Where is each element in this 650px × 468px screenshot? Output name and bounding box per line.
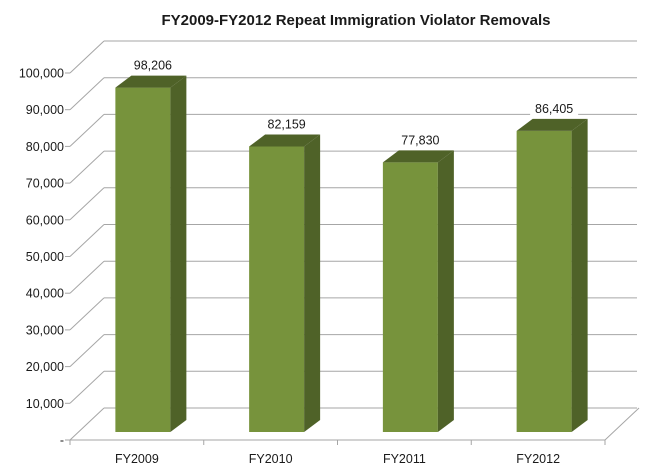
y-tick-label: 100,000 [19,67,64,81]
x-axis-ticks: FY2009 FY2010 FY2011 FY2012 [69,439,606,466]
data-label: 98,206 [128,56,177,74]
data-label: 86,405 [530,99,579,117]
y-tick-label: 80,000 [26,140,64,154]
gridline-diagonal [69,297,105,331]
x-tick-label: FY2012 [516,452,560,466]
data-label-box [396,131,445,149]
bar-side [571,118,588,432]
y-tick-label: 90,000 [26,103,64,117]
bar-top [516,118,588,131]
y-tick-label: 50,000 [26,250,64,264]
y-axis-ticks: - 10,000 20,000 30,000 40,000 50,000 60,000 70,… [19,67,70,448]
data-label-text: 98,206 [134,59,172,73]
bars [115,75,588,433]
data-label-box [530,99,579,117]
gridline-diagonal [69,114,105,147]
gridline-diagonal [69,77,105,111]
gridline-diagonal [69,40,105,74]
y-tick-label: 70,000 [26,177,64,191]
data-label-box [128,56,177,74]
data-label-text: 82,159 [268,117,306,131]
gridline-diagonal [69,334,105,367]
data-label-text: 86,405 [535,102,573,116]
bar-top [115,75,187,88]
chart-title: FY2009-FY2012 Repeat Immigration Violato… [161,12,550,29]
bar-top [382,150,454,163]
bar-top [249,134,321,147]
bar-front [516,130,572,432]
bar-side [437,150,454,433]
data-label-text: 77,830 [401,133,439,147]
bar-front [382,162,438,433]
bar-side [304,134,321,432]
floor-edge [604,407,640,441]
y-tick-label: 30,000 [26,323,64,337]
gridline-diagonal [69,224,105,257]
y-tick-label: - [60,434,64,448]
data-label: 77,830 [396,131,445,149]
bar [516,118,588,432]
x-tick-label: FY2010 [249,452,293,466]
gridline-diagonal [69,407,105,441]
bar-side [170,75,187,432]
y-tick-label: 40,000 [26,287,64,301]
x-tick-label: FY2011 [383,452,426,466]
data-label-box [262,115,311,133]
data-labels: 98,206 82,159 77,830 86,405 [128,56,579,149]
gridline-diagonal [69,150,105,184]
gridline-diagonal [69,260,105,294]
gridline-diagonal [69,370,105,404]
y-tick-label: 10,000 [26,397,64,411]
bar [249,134,321,432]
bar [382,150,454,433]
x-tick-label: FY2009 [115,452,159,466]
y-tick-label: 60,000 [26,213,64,227]
bar [115,75,187,432]
bar-front [115,87,171,432]
gridline-diagonal [69,187,105,221]
bar-front [249,146,305,432]
y-tick-label: 20,000 [26,360,64,374]
data-label: 82,159 [262,115,311,133]
